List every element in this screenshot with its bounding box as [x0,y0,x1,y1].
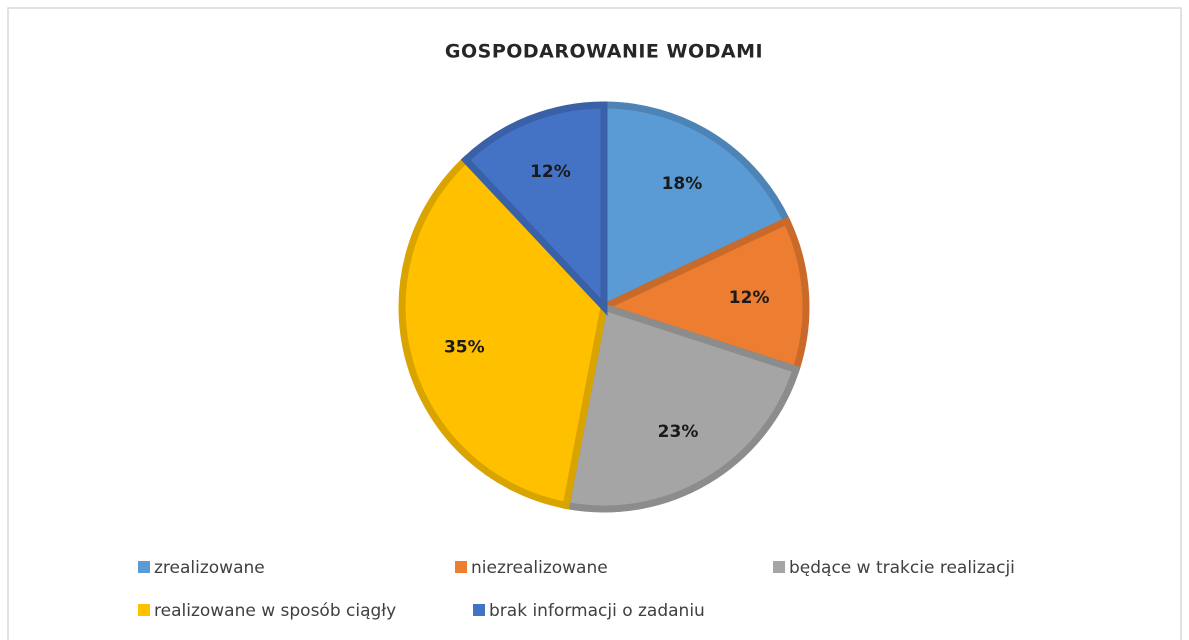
pie-slice [562,302,801,513]
legend-label: będące w trakcie realizacji [789,558,1015,578]
legend-label: brak informacji o zadaniu [489,601,705,621]
data-label: 23% [658,422,699,442]
data-label: 18% [662,174,703,194]
pie-slice [594,216,810,374]
legend-label: realizowane w sposób ciągły [154,601,396,621]
legend-swatch [473,604,485,616]
legend-swatch [138,561,150,573]
pie-slice [398,154,608,510]
data-label: 12% [729,288,770,308]
data-label: 35% [444,338,485,358]
pie-slice [600,101,792,313]
legend-swatch [455,561,467,573]
legend-swatch [138,604,150,616]
legend-label: zrealizowane [154,558,265,578]
legend-swatch [773,561,785,573]
data-label: 12% [530,162,571,182]
legend-label: niezrealizowane [471,558,608,578]
pie-slice [460,101,608,316]
chart-title: GOSPODAROWANIE WODAMI [445,41,763,63]
